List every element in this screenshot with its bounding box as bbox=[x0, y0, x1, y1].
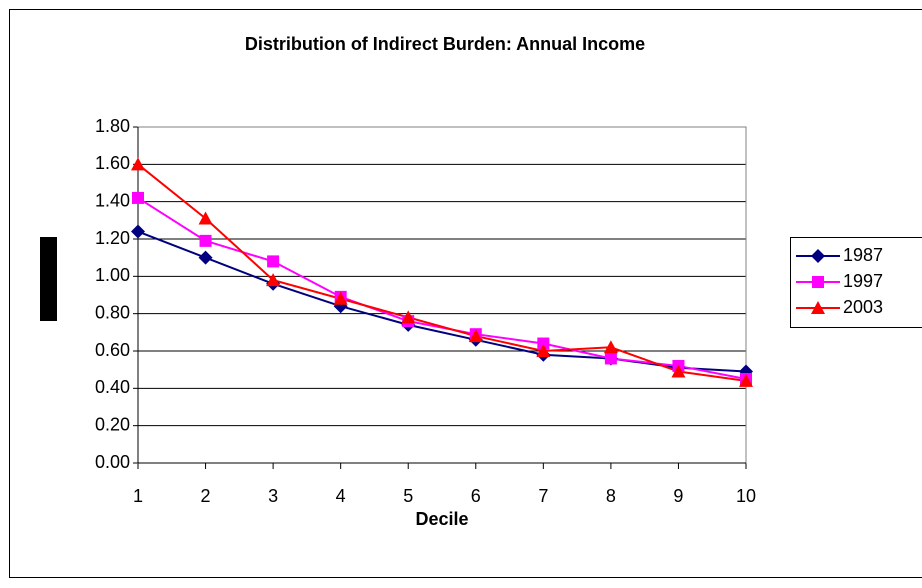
y-tick-label: 1.60 bbox=[95, 153, 130, 173]
y-tick-label: 1.40 bbox=[95, 190, 130, 210]
legend-label: 2003 bbox=[843, 297, 883, 317]
marker bbox=[604, 352, 617, 365]
marker bbox=[536, 344, 551, 357]
marker bbox=[739, 373, 753, 387]
marker bbox=[603, 340, 618, 354]
marker bbox=[198, 250, 213, 265]
x-tick-label: 3 bbox=[268, 486, 278, 506]
marker bbox=[131, 224, 145, 239]
marker bbox=[131, 157, 145, 171]
x-tick-label: 5 bbox=[403, 486, 413, 506]
chart-title: Distribution of Indirect Burden: Annual … bbox=[245, 34, 645, 54]
marker bbox=[811, 301, 825, 314]
x-tick-label: 10 bbox=[736, 486, 756, 506]
plot-background bbox=[138, 127, 746, 463]
marker bbox=[811, 249, 825, 263]
x-tick-label: 7 bbox=[538, 486, 548, 506]
x-tick-label: 4 bbox=[336, 486, 346, 506]
marker bbox=[537, 337, 550, 350]
marker bbox=[199, 234, 212, 247]
marker bbox=[198, 211, 213, 225]
legend-label: 1987 bbox=[843, 245, 883, 265]
series-line bbox=[137, 163, 747, 382]
marker bbox=[267, 255, 280, 268]
marker bbox=[401, 310, 416, 324]
y-tick-label: 0.00 bbox=[95, 452, 130, 472]
y-tick-label: 0.20 bbox=[95, 414, 130, 434]
y-tick-label: 0.60 bbox=[95, 340, 130, 360]
legend-label: 1997 bbox=[843, 271, 883, 291]
marker bbox=[468, 329, 483, 343]
x-tick-label: 6 bbox=[471, 486, 481, 506]
y-tick-label: 1.00 bbox=[95, 265, 130, 285]
y-tick-label: 0.40 bbox=[95, 377, 130, 397]
x-tick-label: 1 bbox=[133, 486, 143, 506]
marker bbox=[333, 291, 348, 305]
marker bbox=[812, 276, 824, 288]
marker bbox=[671, 364, 686, 378]
y-tick-label: 1.80 bbox=[95, 116, 130, 136]
y-tick-label: 0.80 bbox=[95, 302, 130, 322]
redacted-y-label bbox=[40, 237, 57, 321]
y-tick-label: 1.20 bbox=[95, 228, 130, 248]
x-axis-label: Decile bbox=[415, 509, 468, 529]
x-tick-label: 2 bbox=[201, 486, 211, 506]
marker bbox=[132, 191, 144, 204]
x-tick-label: 9 bbox=[673, 486, 683, 506]
x-tick-label: 8 bbox=[606, 486, 616, 506]
marker bbox=[266, 273, 281, 287]
